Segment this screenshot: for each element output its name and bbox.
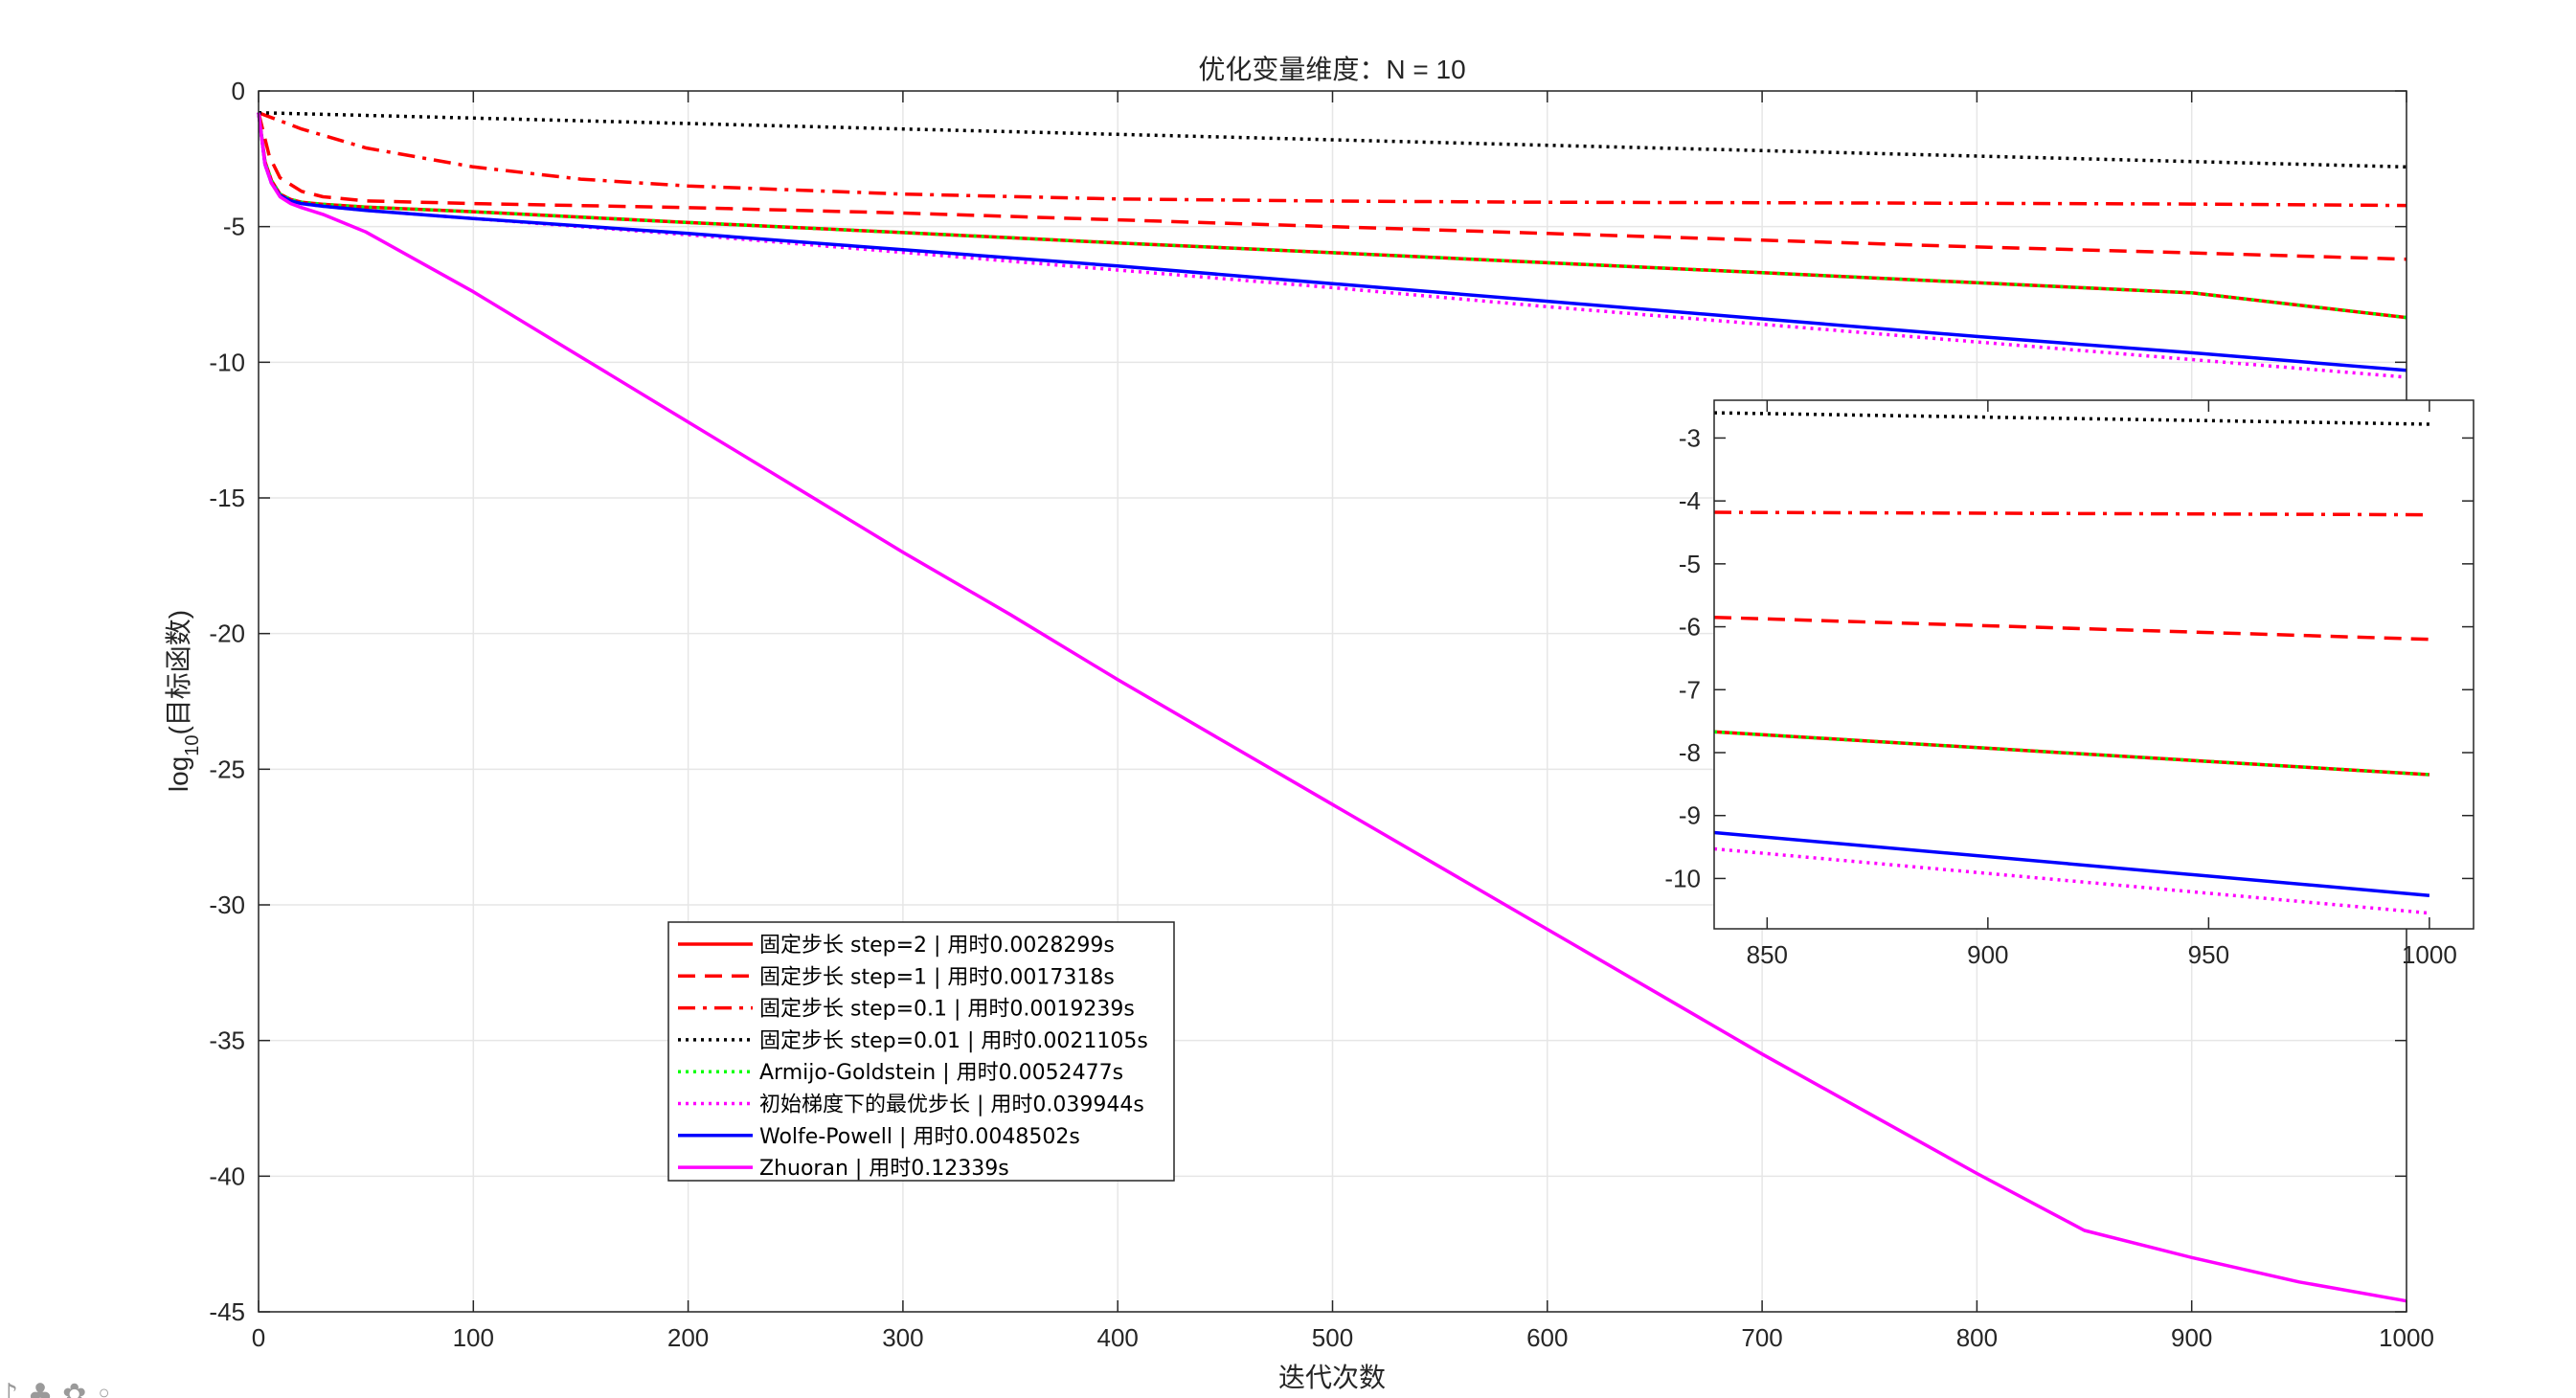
main-series [257,110,2407,1303]
x-tick-label: 500 [1312,1323,1353,1352]
main-y-ticks: 0 -5 -10 -15 -20 -25 -30 -35 -40 -45 [209,77,2407,1326]
x-tick-label: 0 [252,1323,265,1352]
legend-box [667,921,1175,1182]
legend-label: 固定步长 step=2 | 用时0.0028299s [759,934,1115,958]
y-tick-label: -7 [1679,675,1701,704]
ylabel-rest: (目标函数) [164,610,193,735]
legend-label: Wolfe-Powell | 用时0.0048502s [759,1125,1080,1149]
y-tick-label: -45 [209,1297,245,1326]
y-tick-label: -35 [209,1026,245,1055]
y-tick-label: -30 [209,891,245,919]
legend-label: Zhuoran | 用时0.12339s [759,1157,1009,1181]
y-tick-label: -40 [209,1161,245,1190]
main-x-ticks: 0 100 200 300 400 500 600 700 800 900 1000 [252,91,2434,1352]
x-tick-label: 800 [1956,1323,1998,1352]
x-axis-label: 迭代次数 [1278,1363,1386,1392]
series-line-1 [1713,510,2429,517]
x-tick-label: 700 [1741,1323,1782,1352]
y-tick-label: -6 [1679,613,1701,642]
inset-axes: 850 900 950 1000 -3 -4 -5 -6 -7 -8 -9 -10 [1664,399,2474,969]
legend-label: 固定步长 step=1 | 用时0.0017318s [759,965,1115,989]
x-tick-label: 900 [1967,940,2008,969]
x-tick-label: 300 [882,1323,923,1352]
x-tick-label: 1000 [2402,940,2457,969]
inset-series [1713,411,2430,915]
y-tick-label: -10 [209,348,245,376]
x-tick-label: 900 [2171,1323,2212,1352]
y-tick-label: -5 [223,213,245,241]
y-tick-label: -20 [209,620,245,648]
x-tick-label: 600 [1526,1323,1568,1352]
series-line-2 [1713,615,2429,642]
x-tick-label: 950 [2188,940,2229,969]
y-tick-label: -10 [1664,864,1701,892]
corner-logo: ♪ ♣ ✿ ◦ [0,1378,112,1398]
y-tick-label: -8 [1679,738,1701,767]
series-line-2 [258,111,2407,208]
inset-y-ticks: -3 -4 -5 -6 -7 -8 -9 -10 [1664,423,2474,892]
x-tick-label: 400 [1097,1323,1139,1352]
legend-label: Armijo-Goldstein | 用时0.0052477s [759,1061,1123,1085]
y-tick-label: -25 [209,755,245,783]
y-tick-label: -3 [1679,423,1701,452]
series-line-1 [257,112,2407,261]
series-line-5 [1713,830,2430,897]
x-tick-label: 1000 [2379,1323,2434,1352]
inset-x-ticks: 850 900 950 1000 [1747,400,2457,969]
y-tick-label: -9 [1679,801,1701,830]
x-tick-label: 100 [453,1323,494,1352]
series-line-6 [1713,846,2430,915]
chart-title: 优化变量维度：N = 10 [1198,55,1465,84]
series-line-3 [258,110,2407,169]
ylabel-subscript: 10 [182,735,203,756]
legend-label: 固定步长 step=0.1 | 用时0.0019239s [759,998,1135,1022]
inset-plot-area [1714,400,2474,929]
inset-axes-box [1713,399,2474,930]
y-tick-label: 0 [232,77,245,105]
y-tick-label: -5 [1679,550,1701,578]
y-tick-label: -4 [1679,486,1701,515]
legend-label: 固定步长 step=0.01 | 用时0.0021105s [759,1029,1148,1053]
legend-label: 初始梯度下的最优步长 | 用时0.039944s [759,1094,1144,1117]
x-tick-label: 850 [1747,940,1788,969]
series-line-3 [1713,730,2430,777]
x-tick-label: 200 [667,1323,709,1352]
legend: 固定步长 step=2 | 用时0.0028299s 固定步长 step=1 | … [667,921,1175,1182]
y-tick-label: -15 [209,484,245,512]
series-line-7 [257,112,2407,1303]
